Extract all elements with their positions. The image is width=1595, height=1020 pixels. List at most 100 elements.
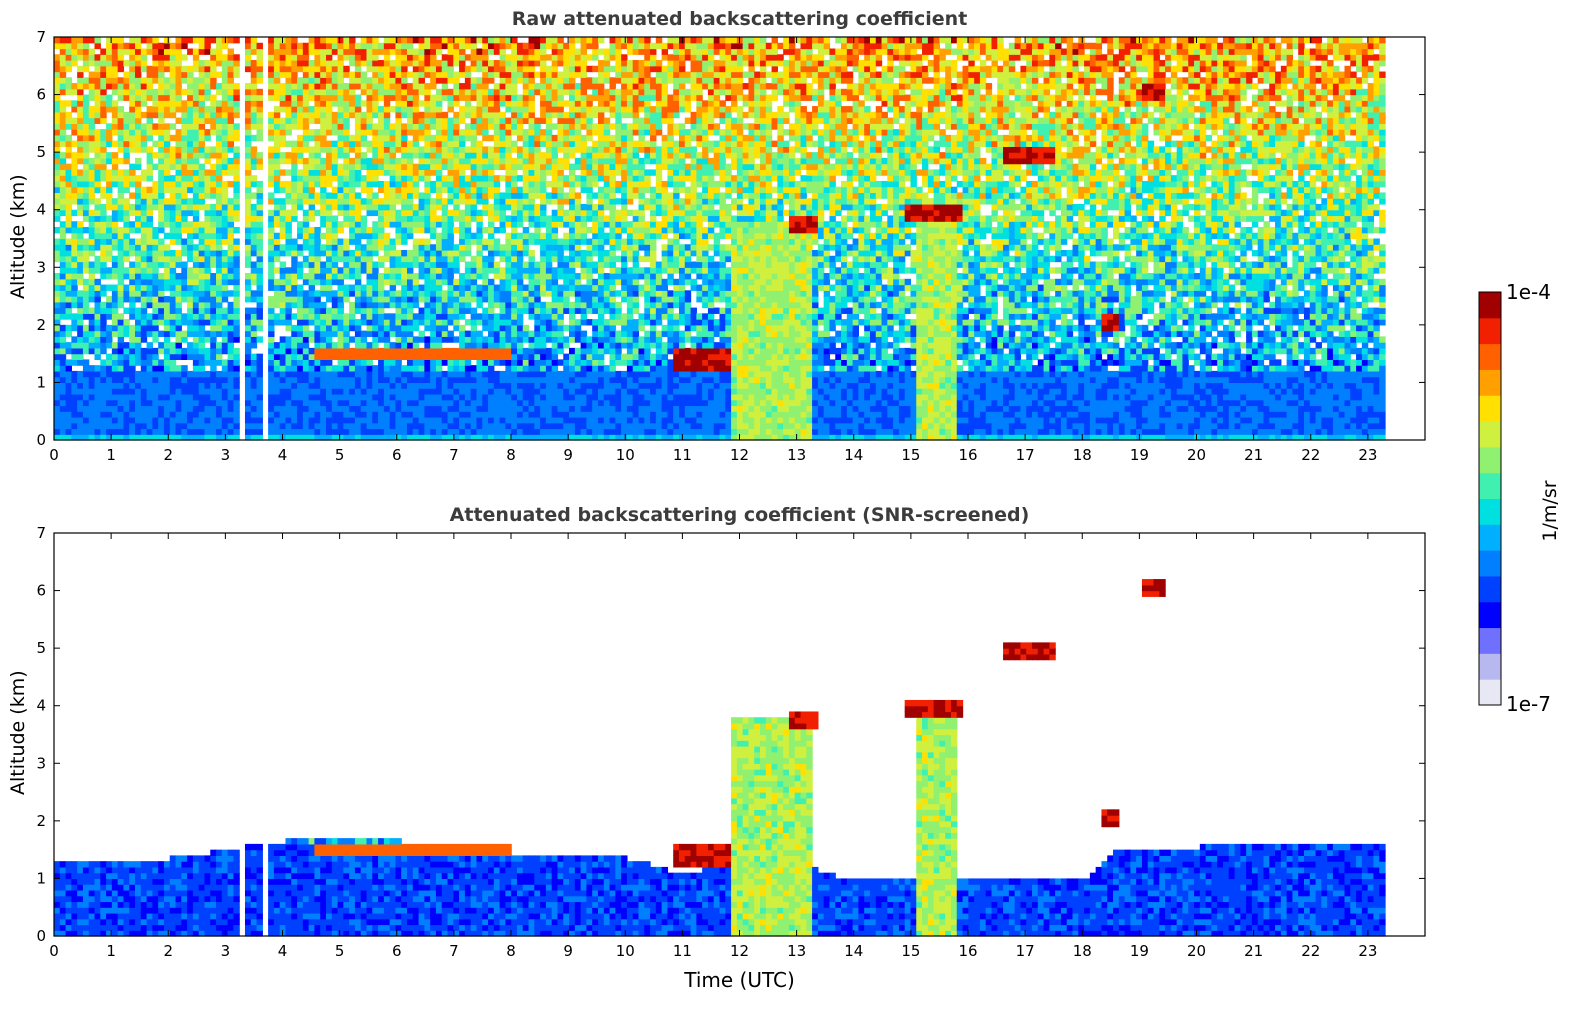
heatmap-cell [302,255,310,263]
heatmap-cell [82,203,90,211]
heatmap-cell [100,244,107,251]
heatmap-cell [407,117,414,124]
heatmap-cell [158,65,165,73]
heatmap-cell [244,319,252,326]
heatmap-cell [372,146,379,153]
heatmap-cell [430,209,437,217]
heatmap-cell [273,284,281,291]
heatmap-cell [470,376,478,384]
heatmap-cell [106,296,113,303]
heatmap-cell [279,100,287,107]
heatmap-cell [117,416,125,424]
heatmap-cell [499,405,506,412]
heatmap-cell [285,123,292,130]
heatmap-cell [163,370,171,378]
heatmap-cell [82,342,90,349]
heatmap-cell [204,77,211,84]
heatmap-cell [77,94,84,101]
heatmap-cell [77,198,84,205]
heatmap-cell [360,376,368,384]
heatmap-cell [273,365,281,372]
heatmap-cell [343,347,350,355]
heatmap-cell [401,267,408,274]
heatmap-cell [360,42,368,50]
heatmap-cell [297,60,304,67]
heatmap-cell [54,198,61,205]
heatmap-cell [123,434,130,441]
heatmap-cell [337,307,344,314]
heatmap-cell [366,60,373,67]
heatmap-cell [291,370,298,378]
heatmap-cell [158,411,165,418]
heatmap-cell [308,301,316,309]
heatmap-cell [488,353,495,360]
heatmap-cell [129,146,136,153]
heatmap-cell [244,365,252,372]
heatmap-cell [175,255,182,263]
heatmap-cell [100,399,107,407]
heatmap-cell [106,94,113,101]
heatmap-cell [337,42,344,50]
heatmap-cell [389,267,397,274]
heatmap-cell [210,319,217,326]
heatmap-cell [435,278,443,286]
heatmap-cell [499,342,506,349]
heatmap-cell [244,215,252,222]
heatmap-cell [54,94,61,101]
heatmap-cell [158,244,165,251]
heatmap-cell [372,71,379,78]
heatmap-cell [88,54,96,61]
heatmap-cell [325,411,333,418]
heatmap-cell [418,42,425,50]
heatmap-cell [273,416,281,424]
heatmap-cell [71,226,78,234]
heatmap-cell [482,296,489,303]
heatmap-cell [331,65,339,73]
heatmap-cell [441,94,449,101]
heatmap-cell [175,342,182,349]
heatmap-cell [325,42,333,50]
heatmap-cell [459,163,466,171]
heatmap-cell [279,359,287,366]
heatmap-cell [94,434,101,441]
heatmap-cell [331,140,339,147]
heatmap-cell [268,129,275,136]
heatmap-cell [511,48,518,55]
heatmap-cell [511,359,518,366]
heatmap-cell [337,152,344,159]
heatmap-cell [488,296,495,303]
heatmap-cell [117,232,125,240]
heatmap-cell [389,416,397,424]
heatmap-cell [493,359,501,366]
heatmap-cell [135,94,142,101]
heatmap-cell [366,324,373,332]
heatmap-cell [372,261,379,268]
heatmap-cell [210,232,217,240]
heatmap-cell [441,411,449,418]
heatmap-cell [71,123,78,130]
heatmap-cell [250,370,258,378]
heatmap-cell [366,192,373,199]
heatmap-cell [435,255,443,263]
heatmap-cell [297,347,304,355]
heatmap-cell [152,238,159,245]
heatmap-cell [77,169,84,176]
heatmap-cell [169,273,177,280]
heatmap-cell [100,319,107,326]
heatmap-cell [499,152,506,159]
heatmap-cell [488,382,495,389]
heatmap-cell [117,186,125,194]
heatmap-cell [418,347,425,355]
heatmap-cell [256,192,263,199]
heatmap-cell [198,117,206,124]
heatmap-cell [140,94,148,101]
heatmap-cell [511,146,518,153]
heatmap-cell [117,88,125,96]
heatmap-cell [464,100,472,107]
heatmap-cell [430,203,437,211]
heatmap-cell [129,301,136,309]
heatmap-cell [273,278,281,286]
heatmap-cell [94,54,101,61]
heatmap-cell [256,313,263,320]
heatmap-cell [192,54,200,61]
